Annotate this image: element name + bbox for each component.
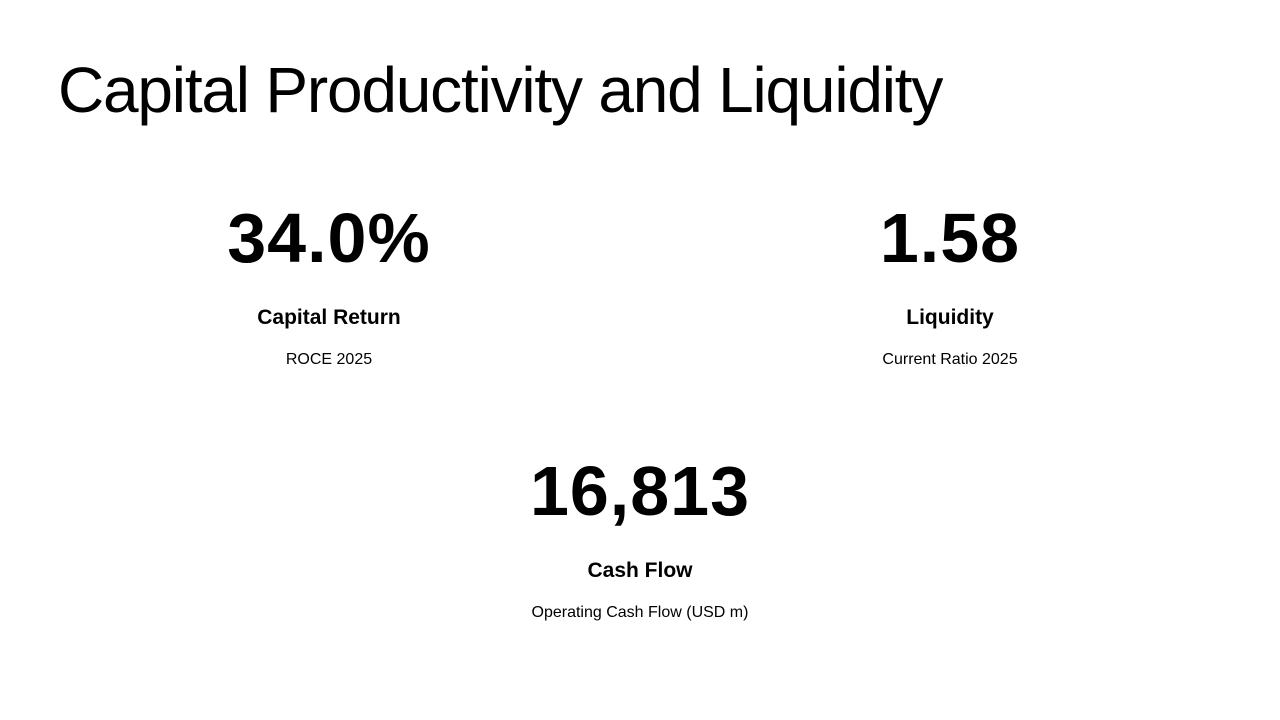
stat-label: Liquidity	[906, 306, 994, 329]
stat-label: Cash Flow	[587, 559, 693, 582]
slide-title: Capital Productivity and Liquidity	[58, 54, 943, 126]
stat-value: 16,813	[529, 452, 751, 530]
stat-value: 1.58	[879, 199, 1021, 277]
stat-caption: Current Ratio 2025	[882, 351, 1018, 368]
stat-capital-return: 34.0% Capital Return ROCE 2025	[129, 198, 529, 371]
stat-cash-flow: 16,813 Cash Flow Operating Cash Flow (US…	[440, 451, 840, 624]
stat-value: 34.0%	[227, 199, 431, 277]
stat-label: Capital Return	[257, 306, 401, 329]
stat-caption: Operating Cash Flow (USD m)	[531, 604, 749, 621]
stat-caption: ROCE 2025	[285, 351, 373, 368]
stat-liquidity: 1.58 Liquidity Current Ratio 2025	[750, 198, 1150, 371]
